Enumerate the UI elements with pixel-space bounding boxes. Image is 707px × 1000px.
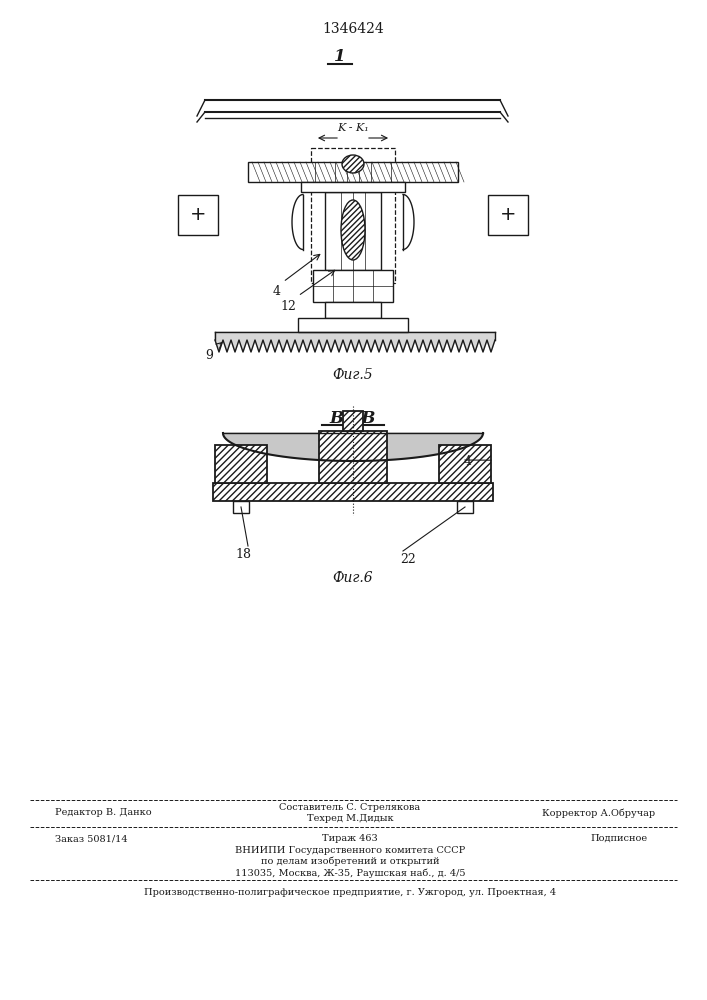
Text: Фиг.5: Фиг.5 — [333, 368, 373, 382]
Text: +: + — [500, 206, 516, 225]
Bar — [343, 411, 363, 431]
Text: Подписное: Подписное — [590, 834, 647, 843]
Bar — [325, 302, 381, 318]
Bar — [457, 501, 473, 513]
Text: 18: 18 — [235, 548, 251, 561]
Text: Фиг.6: Фиг.6 — [333, 571, 373, 585]
Bar — [439, 445, 491, 483]
Text: Редактор В. Данко: Редактор В. Данко — [55, 808, 151, 817]
Text: 9: 9 — [205, 349, 213, 362]
Bar — [325, 192, 381, 270]
Text: +: + — [189, 206, 206, 225]
Text: 1: 1 — [334, 48, 346, 65]
Text: 1346424: 1346424 — [322, 22, 384, 36]
Bar — [213, 483, 493, 501]
Text: В - В: В - В — [329, 410, 376, 427]
Text: 113035, Москва, Ж-35, Раушская наб., д. 4/5: 113035, Москва, Ж-35, Раушская наб., д. … — [235, 868, 465, 878]
Bar — [488, 195, 528, 235]
Bar — [298, 318, 408, 332]
Text: 12: 12 — [280, 300, 296, 313]
Polygon shape — [215, 332, 495, 352]
Text: Тираж 463: Тираж 463 — [322, 834, 378, 843]
Text: Заказ 5081/14: Заказ 5081/14 — [55, 834, 128, 843]
Bar — [313, 270, 393, 302]
Bar — [311, 148, 395, 283]
Text: 4: 4 — [273, 285, 281, 298]
Bar — [319, 431, 387, 483]
Bar — [215, 445, 267, 483]
Text: по делам изобретений и открытий: по делам изобретений и открытий — [261, 857, 439, 866]
Text: Составитель С. Стрелякова: Составитель С. Стрелякова — [279, 803, 421, 812]
Text: 22: 22 — [400, 553, 416, 566]
Text: K - K₁: K - K₁ — [337, 123, 369, 133]
Text: ВНИИПИ Государственного комитета СССР: ВНИИПИ Государственного комитета СССР — [235, 846, 465, 855]
Polygon shape — [223, 433, 483, 461]
Bar — [301, 182, 405, 192]
Text: Производственно-полиграфическое предприятие, г. Ужгород, ул. Проектная, 4: Производственно-полиграфическое предприя… — [144, 888, 556, 897]
Text: 4: 4 — [464, 455, 472, 468]
Text: Корректор А.Обручар: Корректор А.Обручар — [542, 808, 655, 818]
Bar — [178, 195, 218, 235]
Ellipse shape — [341, 200, 365, 260]
Bar — [248, 162, 458, 182]
Text: Техред М.Дидык: Техред М.Дидык — [307, 814, 393, 823]
Ellipse shape — [342, 155, 364, 173]
Bar — [233, 501, 249, 513]
